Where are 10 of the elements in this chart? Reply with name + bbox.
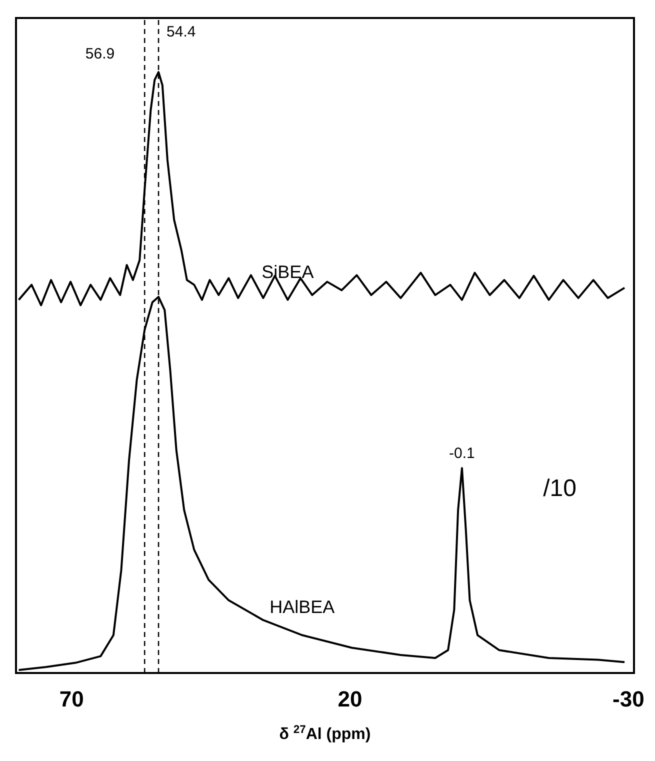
x-tick-label: 70	[59, 686, 84, 712]
annotation: /10	[543, 475, 577, 502]
x-axis-title: δ $^{27}$Al (ppm)	[279, 724, 371, 743]
ref-line-label: 56.9	[85, 46, 115, 63]
x-tick-label: 20	[338, 686, 362, 712]
annotation: -0.1	[449, 445, 475, 462]
x-tick-label: -30	[612, 686, 644, 712]
ref-line-label: 54.4	[166, 24, 196, 41]
series-label: SiBEA	[262, 262, 314, 282]
series-label: HAlBEA	[270, 597, 335, 618]
